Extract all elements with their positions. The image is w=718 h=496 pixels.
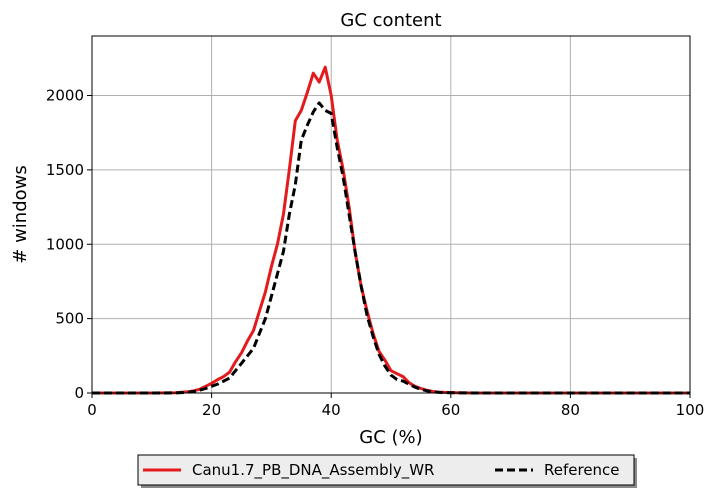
x-tick-label: 60 xyxy=(441,401,460,419)
y-tick-label: 0 xyxy=(74,384,84,402)
x-tick-label: 0 xyxy=(87,401,97,419)
x-axis-label: GC (%) xyxy=(359,427,422,448)
x-tick-label: 40 xyxy=(322,401,341,419)
series-layer xyxy=(92,65,690,395)
plot-frame xyxy=(91,35,691,394)
legend-entry-label: Canu1.7_PB_DNA_Assembly_WR xyxy=(192,461,434,480)
x-tick-label: 20 xyxy=(202,401,221,419)
x-tick-label: 80 xyxy=(561,401,580,419)
x-tick-label: 100 xyxy=(676,401,705,419)
y-tick-label: 1000 xyxy=(46,235,84,253)
legend-entry-label: Reference xyxy=(544,461,620,479)
y-tick-label: 2000 xyxy=(46,87,84,105)
series-line-1 xyxy=(92,101,690,395)
grid xyxy=(91,36,691,394)
y-tick-label: 500 xyxy=(55,310,84,328)
series-line-0 xyxy=(92,65,690,395)
chart-title: GC content xyxy=(340,10,441,31)
legend-box xyxy=(137,454,635,486)
y-axis-label: # windows xyxy=(10,165,31,263)
y-tick-label: 1500 xyxy=(46,161,84,179)
legend: Canu1.7_PB_DNA_Assembly_WR Reference xyxy=(137,454,637,488)
